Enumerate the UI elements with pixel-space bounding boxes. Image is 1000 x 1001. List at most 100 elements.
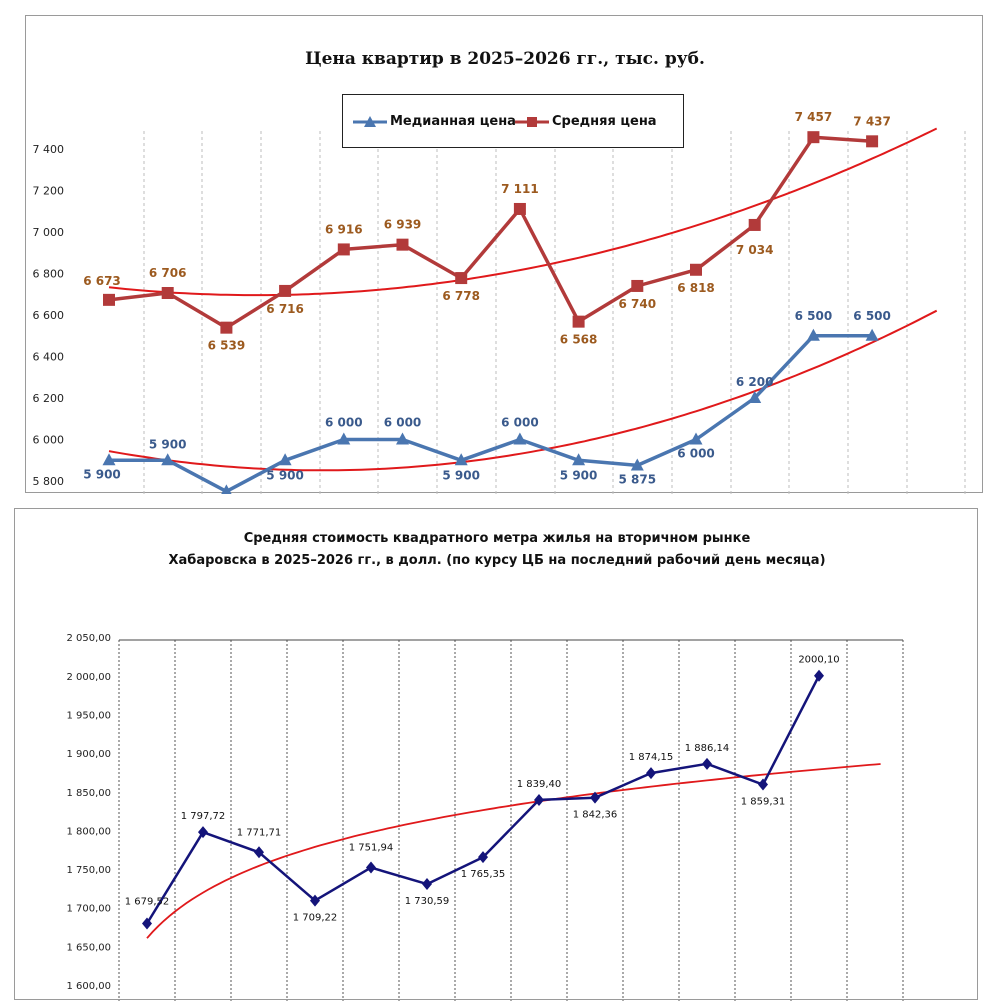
y-tick-label: 1 700,00: [66, 904, 111, 915]
data-point-marker: [396, 238, 409, 251]
data-label: 6 716: [266, 302, 304, 316]
data-point-marker: [142, 917, 152, 930]
data-point-marker: [806, 328, 820, 341]
data-point-marker: [534, 793, 544, 806]
data-label: 1 859,31: [741, 797, 786, 808]
data-point-marker: [866, 135, 879, 148]
data-point-marker: [814, 669, 824, 682]
data-label: 1 709,22: [293, 913, 338, 924]
triangle-marker-icon: [353, 115, 387, 127]
data-label: 6 916: [325, 222, 363, 236]
y-tick-label: 1 650,00: [66, 942, 111, 953]
data-point-marker: [513, 202, 526, 215]
data-label: 5 900: [149, 437, 187, 451]
data-point-marker: [220, 321, 233, 334]
sqm-price-chart-panel: Средняя стоимость квадратного метра жиль…: [14, 508, 978, 1001]
data-point-marker: [396, 432, 409, 445]
data-label: 6 500: [795, 309, 833, 323]
y-tick-label: 2 000,00: [66, 672, 111, 683]
y-tick-label: 1 900,00: [66, 749, 111, 760]
data-point-marker: [310, 894, 320, 907]
data-label: 6 500: [853, 309, 891, 323]
data-point-marker: [455, 272, 468, 285]
data-point-marker: [198, 826, 208, 839]
series-line: [109, 334, 873, 494]
data-label: 1 797,72: [181, 811, 226, 822]
data-point-marker: [590, 791, 600, 804]
data-point-marker: [366, 861, 376, 874]
data-point-marker: [689, 432, 703, 445]
data-point-marker: [690, 263, 702, 276]
data-point-marker: [748, 391, 762, 403]
chart-legend: Медианная цена Средняя цена: [342, 94, 684, 148]
data-point-marker: [279, 284, 292, 297]
data-label: 6 568: [560, 333, 598, 347]
data-label: 5 900: [83, 467, 121, 481]
data-point-marker: [278, 453, 292, 466]
data-point-marker: [103, 293, 115, 306]
data-point-marker: [630, 458, 644, 471]
data-point-marker: [572, 315, 585, 328]
data-label: 6 000: [501, 416, 539, 430]
data-label: 1 842,36: [573, 810, 618, 821]
data-point-marker: [102, 453, 116, 466]
data-point-marker: [161, 287, 174, 300]
data-label: 5 900: [560, 468, 598, 482]
y-tick-label: 5 800: [33, 475, 65, 488]
data-point-marker: [422, 878, 432, 891]
data-point-marker: [748, 218, 761, 231]
chart-title-line1: Средняя стоимость квадратного метра жиль…: [243, 531, 751, 546]
data-label: 5 900: [266, 468, 304, 482]
series-line: [145, 675, 821, 925]
y-tick-label: 1 600,00: [66, 981, 111, 992]
data-label: 6 673: [83, 274, 121, 288]
data-point-marker: [221, 484, 232, 494]
data-label: 7 034: [736, 243, 774, 257]
data-label: 1 679,52: [125, 897, 170, 908]
y-tick-label: 2 050,00: [66, 633, 111, 644]
data-label: 1 874,15: [629, 752, 674, 763]
data-label: 6 200: [736, 375, 774, 389]
data-label: 1 765,35: [461, 869, 506, 880]
data-label: 6 740: [619, 297, 657, 311]
data-label: 2000,10: [798, 655, 839, 666]
series-line: [108, 135, 873, 330]
square-marker-icon: [515, 116, 549, 127]
data-point-marker: [865, 328, 879, 341]
data-label: 1 771,71: [237, 827, 282, 838]
data-point-marker: [646, 767, 656, 780]
y-tick-label: 6 600: [33, 309, 65, 322]
trendline: [108, 309, 938, 472]
y-tick-label: 7 000: [33, 226, 65, 239]
data-label: 6 539: [208, 339, 246, 353]
data-label: 6 706: [149, 266, 187, 280]
data-point-marker: [478, 851, 488, 864]
y-tick-label: 1 800,00: [66, 826, 111, 837]
data-point-marker: [513, 432, 527, 445]
y-tick-label: 1 850,00: [66, 788, 111, 799]
y-tick-label: 6 200: [33, 392, 65, 405]
data-point-marker: [254, 846, 264, 859]
y-tick-label: 7 400: [33, 143, 65, 156]
legend-item-mean: Средняя цена: [515, 112, 657, 132]
data-label: 1 730,59: [405, 896, 450, 907]
y-tick-label: 1 950,00: [66, 710, 111, 721]
data-label: 6 000: [384, 416, 422, 430]
data-point-marker: [758, 778, 768, 791]
data-label: 5 875: [619, 472, 657, 486]
data-label: 6 939: [384, 218, 422, 232]
data-point-marker: [454, 453, 468, 466]
legend-label-mean: Средняя цена: [552, 114, 657, 129]
data-label: 1 751,94: [349, 843, 394, 854]
y-tick-label: 6 800: [33, 268, 65, 281]
trendline: [108, 127, 938, 297]
data-label: 7 437: [853, 114, 891, 128]
data-label: 5 900: [442, 468, 480, 482]
data-label: 6 000: [677, 447, 715, 461]
chart-title-line2: Хабаровска в 2025–2026 гг., в долл. (по …: [168, 553, 826, 568]
y-tick-label: 6 000: [33, 434, 65, 447]
y-tick-label: 7 200: [33, 185, 65, 198]
data-label: 6 818: [677, 281, 715, 295]
legend-item-median: Медианная цена: [353, 112, 516, 132]
data-point-marker: [631, 279, 644, 292]
